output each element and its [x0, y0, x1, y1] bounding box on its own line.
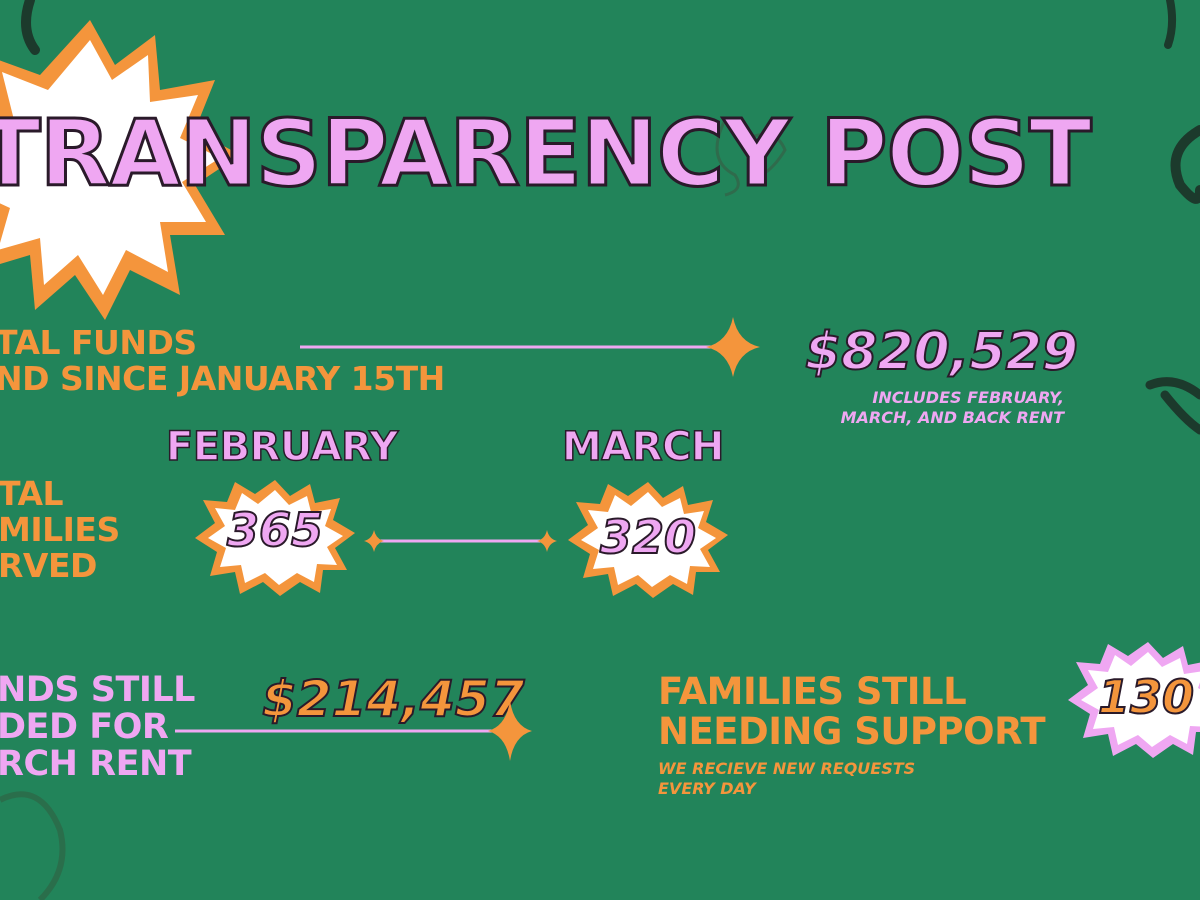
families-still-needing-note-line2: EVERY DAY: [658, 779, 756, 798]
total-funds-value: $820,529: [804, 321, 1079, 383]
total-funds-label-line1: TAL FUNDS: [0, 323, 197, 362]
families-served-connector: [364, 530, 557, 552]
february-label: FEBRUARY: [165, 423, 399, 471]
march-label: MARCH: [561, 423, 725, 471]
families-served-label-line3: RVED: [0, 546, 97, 585]
families-still-needing-label-line2: NEEDING SUPPORT: [658, 710, 1046, 753]
funds-still-needed-label-line3: RCH RENT: [0, 744, 192, 784]
sparkle-icon: [537, 530, 557, 552]
sparkle-icon: [488, 701, 532, 761]
families-still-needing-label-line1: FAMILIES STILL: [658, 670, 967, 713]
doodle-top-left: [21, 0, 40, 55]
families-still-needing-value: 130: [1097, 669, 1195, 725]
page-title: TRANSPARENCY POST: [0, 99, 1093, 209]
february-value: 365: [226, 502, 324, 558]
doodle-right-curve: [1145, 377, 1200, 435]
families-still-needing-note-line1: WE RECIEVE NEW REQUESTS: [658, 759, 916, 778]
families-still-needing-note: WE RECIEVE NEW REQUESTS EVERY DAY: [658, 759, 915, 799]
total-funds-label-line2: ND SINCE JANUARY 15TH: [0, 359, 445, 398]
total-funds-connector: [300, 317, 760, 377]
total-funds-note-line1: INCLUDES FEBRUARY,: [872, 388, 1064, 407]
doodle-bottom-left: [0, 791, 66, 900]
sparkle-icon: [364, 530, 384, 552]
doodle-top-right: [1164, 0, 1177, 49]
sparkle-icon: [706, 317, 760, 377]
families-served-label: TAL MILIES RVED: [0, 476, 120, 584]
total-funds-note-line2: MARCH, AND BACK RENT: [840, 408, 1064, 427]
total-funds-label: TAL FUNDS ND SINCE JANUARY 15TH: [0, 325, 445, 397]
total-funds-note: INCLUDES FEBRUARY, MARCH, AND BACK RENT: [800, 388, 1064, 428]
march-burst: [568, 482, 728, 598]
february-burst: [195, 480, 355, 596]
funds-still-needed-value: $214,457: [261, 669, 526, 729]
funds-still-needed-connector: [175, 701, 532, 761]
funds-still-needed-label-line1: NDS STILL: [0, 670, 195, 710]
title-starburst: [0, 20, 240, 320]
doodle-right-loop: [1170, 125, 1200, 204]
funds-still-needed-label-line2: DED FOR: [0, 707, 169, 747]
families-served-label-line2: MILIES: [0, 510, 120, 549]
families-still-needing-label: FAMILIES STILL NEEDING SUPPORT: [658, 670, 1046, 753]
families-served-label-line1: TAL: [0, 474, 64, 513]
funds-still-needed-label: NDS STILL DED FOR RCH RENT: [0, 672, 195, 783]
doodle-butterfly: [715, 119, 787, 197]
families-still-needing-burst: [1068, 642, 1200, 758]
march-value: 320: [599, 509, 697, 565]
